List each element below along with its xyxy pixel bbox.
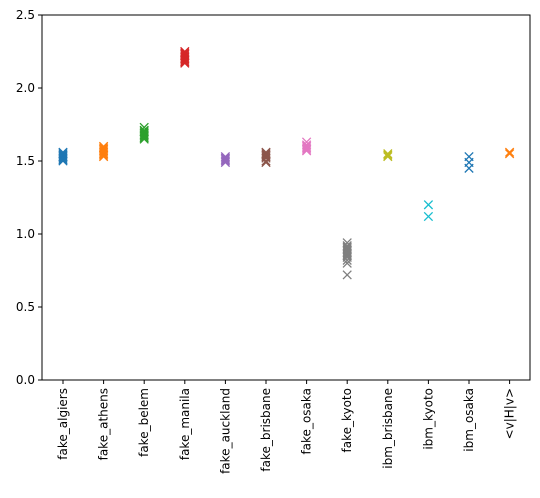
y-axis: 0.0 0.5 1.0 1.5 2.0 2.5 xyxy=(16,8,42,387)
x-tick-label: ibm_osaka xyxy=(462,388,476,452)
data-point xyxy=(98,141,109,152)
x-tick-label: fake_osaka xyxy=(300,388,314,455)
data-point xyxy=(58,147,68,157)
data-point xyxy=(504,149,515,159)
data-point xyxy=(261,151,271,162)
data-point xyxy=(58,150,68,160)
data-point xyxy=(423,200,434,210)
x-tick-label: ibm_brisbane xyxy=(381,388,395,469)
data-point xyxy=(98,146,109,156)
data-point xyxy=(342,245,352,255)
data-point xyxy=(98,143,109,153)
data-point xyxy=(261,150,271,160)
data-point xyxy=(98,144,109,154)
series-group xyxy=(98,141,109,162)
data-point xyxy=(180,49,190,60)
series-group xyxy=(342,238,352,280)
data-point xyxy=(139,125,149,135)
data-point xyxy=(220,153,231,163)
x-axis: fake_algiers fake_athens fake_belem fake_ma… xyxy=(56,380,517,474)
data-point xyxy=(220,154,231,165)
data-point xyxy=(464,151,474,162)
data-point xyxy=(261,147,271,157)
data-point xyxy=(342,238,352,248)
series-group xyxy=(301,137,312,156)
series-group xyxy=(423,200,434,222)
data-point xyxy=(423,211,434,222)
data-point xyxy=(342,270,352,280)
data-point xyxy=(261,149,271,159)
data-point xyxy=(383,151,393,162)
plot-area-frame xyxy=(41,14,531,381)
data-point xyxy=(220,156,231,166)
series-group xyxy=(504,147,515,159)
y-tick-label: 2.0 xyxy=(16,81,35,95)
series-group xyxy=(58,147,68,166)
data-point xyxy=(342,241,352,251)
plot-marks xyxy=(58,46,515,280)
data-point xyxy=(180,48,190,58)
data-point xyxy=(301,137,312,147)
data-point xyxy=(58,149,68,159)
series-group xyxy=(180,46,190,68)
series-group xyxy=(139,122,149,144)
data-point xyxy=(301,140,312,150)
y-tick-label: 1.0 xyxy=(16,227,35,241)
x-tick-label: fake_manila xyxy=(178,388,192,460)
data-point xyxy=(139,122,149,133)
data-point xyxy=(301,144,312,154)
series-group xyxy=(464,151,474,173)
x-tick-label: ibm_kyoto xyxy=(421,388,435,450)
series-group xyxy=(261,147,271,168)
y-tick-label: 2.5 xyxy=(16,8,35,22)
x-tick-label: <v|H|v> xyxy=(503,388,517,439)
series-group xyxy=(383,149,393,162)
x-tick-label: fake_algiers xyxy=(56,388,70,460)
data-point xyxy=(180,46,190,57)
data-point xyxy=(504,147,515,157)
data-point xyxy=(139,127,149,137)
x-tick-label: fake_belem xyxy=(137,388,151,457)
y-tick-label: 0.0 xyxy=(16,373,35,387)
data-point xyxy=(180,51,190,61)
data-point xyxy=(301,141,312,152)
x-tick-label: fake_athens xyxy=(97,388,111,460)
data-point xyxy=(139,130,149,140)
x-tick-label: fake_kyoto xyxy=(340,388,354,453)
data-point xyxy=(383,149,393,159)
data-point xyxy=(220,151,231,162)
x-tick-label: fake_brisbane xyxy=(259,388,273,472)
data-point xyxy=(342,242,352,252)
x-tick-label: fake_auckland xyxy=(218,388,232,474)
data-point xyxy=(58,151,68,162)
series-group xyxy=(220,151,231,168)
y-tick-label: 1.5 xyxy=(16,154,35,168)
y-tick-label: 0.5 xyxy=(16,300,35,314)
data-point xyxy=(383,150,393,160)
